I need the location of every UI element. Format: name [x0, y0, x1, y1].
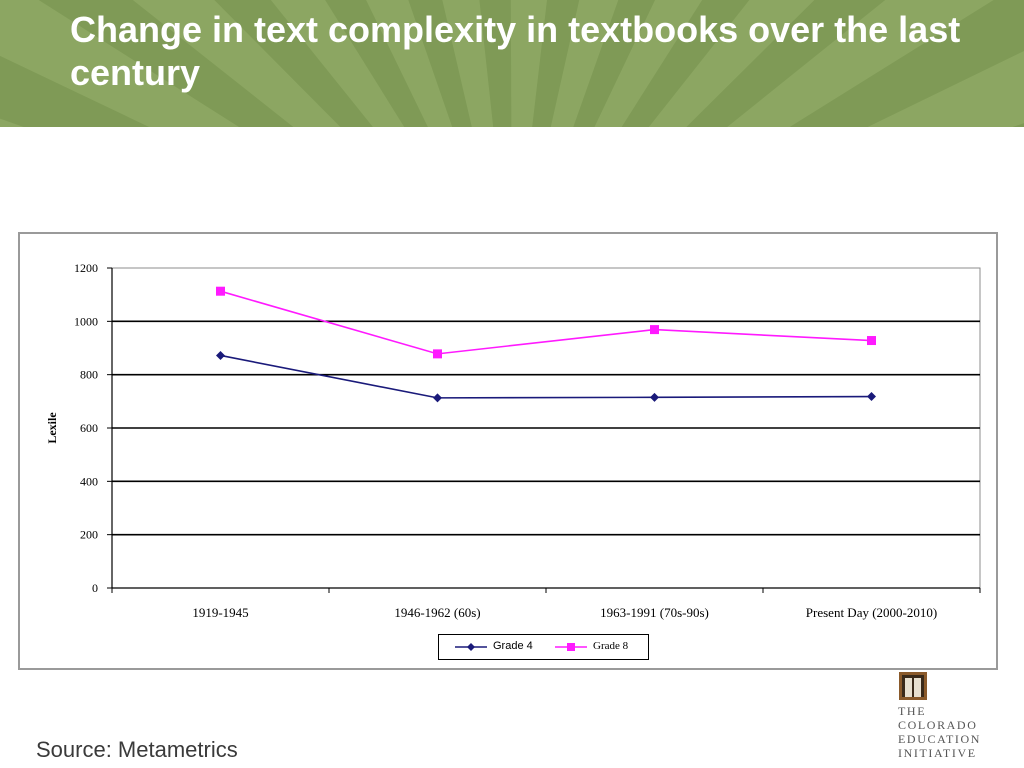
line-chart: 0 200 400 600 800 1000 1200 1919-1945 1946-1962 …: [45, 261, 981, 620]
header-ray: [132, 0, 341, 127]
logo-text-line: EDUCATION: [898, 732, 982, 746]
data-point-grade-4: [433, 393, 442, 403]
header-ray: [550, 0, 619, 127]
series-line-grade-8: [220, 290, 872, 355]
legend-swatch-grade-4: [455, 643, 487, 651]
chart-frame: 0 200 400 600 800 1000 1200 1919-1945 1946-1962 …: [18, 232, 998, 670]
logo-text-line: THE: [898, 704, 927, 718]
x-tick-label: 1919-1945: [192, 605, 248, 620]
header-ray: [727, 0, 994, 127]
y-tick-label: 400: [80, 474, 98, 488]
header-ray: [442, 0, 494, 127]
logo-mark-icon: [899, 672, 927, 700]
y-axis-label: Lexile: [45, 412, 59, 444]
logo-text-line: COLORADO: [898, 718, 978, 732]
header-ray: [0, 0, 240, 127]
data-point-grade-8: [650, 325, 659, 335]
data-point-grade-4: [650, 392, 659, 402]
data-point-grade-8: [433, 349, 442, 359]
header-ray: [270, 0, 405, 127]
header-ray: [510, 0, 547, 127]
header-ray: [0, 118, 24, 127]
y-tick-label: 800: [80, 368, 98, 382]
header-ray: [594, 0, 703, 127]
data-point-grade-4: [216, 350, 225, 360]
header-background: [0, 0, 1024, 127]
header-banner: Change in text complexity in textbooks o…: [0, 0, 1024, 127]
legend-swatch-grade-8: [555, 643, 587, 651]
data-point-grade-8: [867, 336, 876, 346]
chart-legend: Grade 4 Grade 8: [438, 634, 649, 660]
source-note: Source: Metametrics: [36, 737, 238, 762]
logo-text-line: INITIATIVE: [898, 746, 977, 760]
y-tick-label: 1200: [74, 261, 98, 275]
data-point-grade-8: [216, 286, 225, 296]
page-title: Change in text complexity in textbooks o…: [70, 9, 961, 93]
y-tick-label: 0: [92, 581, 98, 595]
series-line-grade-4: [220, 354, 872, 399]
x-tick-label: 1963-1991 (70s-90s): [600, 605, 709, 620]
header-ray: [867, 50, 1024, 127]
x-tick-label: Present Day (2000-2010): [806, 605, 937, 620]
header-rays: [0, 0, 1024, 127]
colorado-education-initiative-logo: THE COLORADO EDUCATION INITIATIVE: [897, 670, 997, 765]
y-tick-label: 200: [80, 528, 98, 542]
y-tick-label: 600: [80, 421, 98, 435]
data-point-grade-4: [867, 392, 876, 402]
header-ray: [366, 0, 453, 127]
legend-label-grade-4: Grade 4: [493, 640, 533, 652]
legend-label-grade-8: Grade 8: [593, 640, 629, 652]
x-tick-label: 1946-1962 (60s): [394, 605, 480, 620]
y-tick-label: 1000: [74, 314, 98, 328]
header-ray: [648, 0, 815, 127]
